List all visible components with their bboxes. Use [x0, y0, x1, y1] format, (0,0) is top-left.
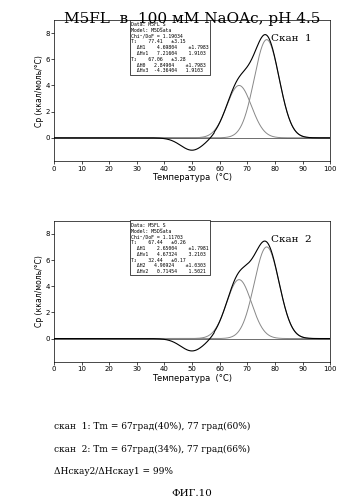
Y-axis label: Cp (ккал/моль/°C): Cp (ккал/моль/°C) [35, 256, 44, 328]
Text: ФИГ.10: ФИГ.10 [172, 489, 213, 498]
Text: Data: M5FL_S
Model: M5DSata
Chi²/DoF = 1.19034
T₁    77.41   ±3.15
  ΔH1    4.69: Data: M5FL_S Model: M5DSata Chi²/DoF = 1… [131, 22, 209, 74]
Y-axis label: Cp (ккал/моль/°C): Cp (ккал/моль/°C) [35, 54, 44, 127]
Text: Скан  2: Скан 2 [271, 235, 312, 244]
X-axis label: Температура  (°C): Температура (°C) [152, 173, 232, 182]
X-axis label: Температура  (°C): Температура (°C) [152, 374, 232, 382]
Text: скан  1: Tm = 67град(40%), 77 град(60%): скан 1: Tm = 67град(40%), 77 град(60%) [54, 422, 250, 432]
Text: Скан  1: Скан 1 [271, 34, 312, 43]
Text: Data: M5FL_S
Model: M5DSata
Chi²/DoF = 1.11703
T₁    67.44   ±0.26
  ΔH1    2.65: Data: M5FL_S Model: M5DSata Chi²/DoF = 1… [131, 222, 209, 274]
Text: ΔHскау2/ΔHскау1 = 99%: ΔHскау2/ΔHскау1 = 99% [54, 467, 173, 476]
Text: M5FL  в  100 мМ NaOAc, pH 4.5: M5FL в 100 мМ NaOAc, pH 4.5 [64, 12, 320, 26]
Text: скан  2: Tm = 67град(34%), 77 град(66%): скан 2: Tm = 67град(34%), 77 град(66%) [54, 445, 250, 454]
